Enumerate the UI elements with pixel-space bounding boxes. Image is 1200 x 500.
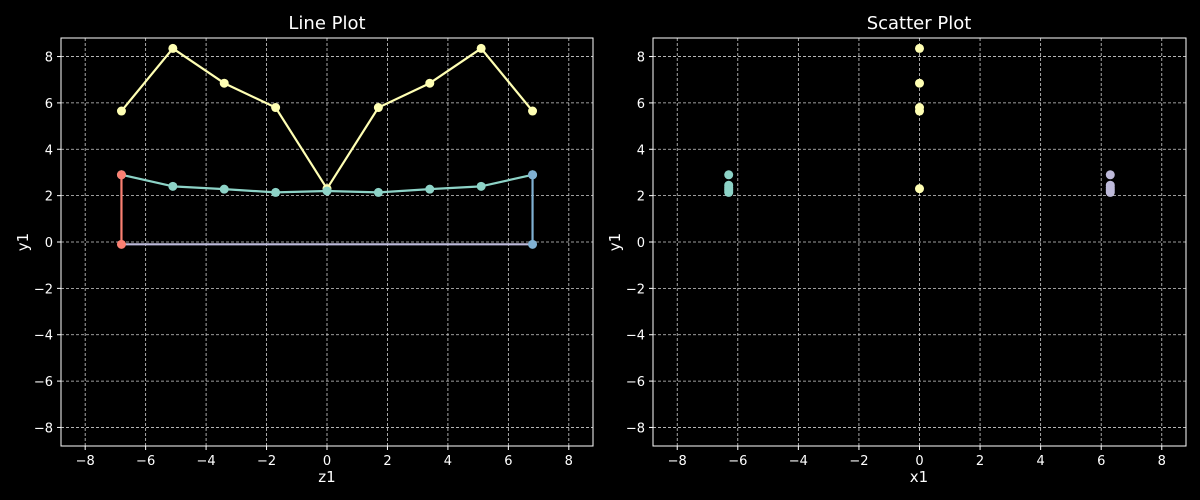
line-plot-x-tick-label: 4 xyxy=(444,454,452,469)
line-plot-y-tick-label: 4 xyxy=(45,143,53,158)
scatter-plot-series-0 xyxy=(724,170,734,197)
line-plot-y-tick-label: −2 xyxy=(34,282,53,297)
line-plot-x-axis-label: z1 xyxy=(318,468,335,486)
line-plot-y-tick-label: −4 xyxy=(34,329,53,344)
scatter-plot-y-axis-label: y1 xyxy=(606,233,624,251)
scatter-plot-grid xyxy=(652,37,1187,447)
scatter-plot-x-tick-label: 2 xyxy=(976,454,984,469)
scatter-plot-y-tick-label: 0 xyxy=(637,236,645,251)
scatter-plot-series-1 xyxy=(915,43,924,194)
scatter-plot-x-tick-label: 4 xyxy=(1036,454,1044,469)
line-plot-title: Line Plot xyxy=(288,13,365,34)
line-plot-point xyxy=(425,184,435,194)
line-plot-y-tick-label: 0 xyxy=(45,236,53,251)
scatter-plot-x-tick-label: 6 xyxy=(1097,454,1105,469)
scatter-plot-point xyxy=(915,184,924,194)
line-plot-x-tick-label: 8 xyxy=(565,454,573,469)
line-plot-x-tick-label: −4 xyxy=(197,454,216,469)
line-plot-point xyxy=(425,78,435,88)
scatter-plot-x-tick-label: 8 xyxy=(1158,454,1166,469)
line-plot-y-tick-label: −8 xyxy=(34,421,53,436)
scatter-plot-y-tick-label: 4 xyxy=(637,143,645,158)
scatter-plot-series-2 xyxy=(1105,170,1115,197)
line-plot-x-tick-label: −6 xyxy=(136,454,155,469)
line-plot-point xyxy=(373,187,383,197)
line-plot-point xyxy=(116,239,126,249)
line-plot-point xyxy=(271,187,281,197)
line-plot-y-tick-label: 6 xyxy=(45,97,53,112)
line-plot-y-tick-label: −6 xyxy=(34,375,53,390)
line-plot-series-3 xyxy=(116,170,126,249)
line-plot-point xyxy=(528,170,538,180)
scatter-plot-x-tick-label: 0 xyxy=(915,454,923,469)
scatter-plot-point xyxy=(915,78,924,88)
scatter-plot-y-tick-label: −2 xyxy=(626,282,645,297)
line-plot-point xyxy=(168,43,178,53)
scatter-plot-title: Scatter Plot xyxy=(867,13,972,34)
scatter-plot-x-axis-label: x1 xyxy=(910,468,928,486)
line-plot-panel: Line Plot z1 y1 −8 −6 −4 −2 0 2 4 6 8 −8 −6 −4 −2 0 2 4… xyxy=(14,13,594,486)
line-plot-point xyxy=(528,239,538,249)
scatter-plot-y-tick-label: 2 xyxy=(637,190,645,205)
line-plot-x-tick-label: −2 xyxy=(257,454,276,469)
scatter-plot-y-tick-label: −8 xyxy=(626,421,645,436)
scatter-plot-point xyxy=(724,187,734,197)
line-plot-point xyxy=(322,186,332,196)
scatter-plot-point xyxy=(724,170,734,180)
scatter-plot-panel: Scatter Plot x1 y1 −8 −6 −4 −2 0 2 4 6 8 −8 −6 −4 −2… xyxy=(606,13,1187,486)
scatter-plot-x-tick-label: −8 xyxy=(668,454,687,469)
line-plot-point xyxy=(116,106,126,116)
line-plot-x-tick-label: 0 xyxy=(323,454,331,469)
scatter-plot-y-tick-label: 8 xyxy=(637,51,645,66)
line-plot-series-4 xyxy=(528,170,538,249)
scatter-plot-point xyxy=(915,43,924,53)
scatter-plot-point xyxy=(1105,170,1115,180)
line-plot-point xyxy=(219,184,229,194)
scatter-plot-point xyxy=(1105,187,1115,197)
line-plot-x-tick-label: 2 xyxy=(383,454,391,469)
line-plot-point xyxy=(528,106,538,116)
line-plot-y-tick-label: 8 xyxy=(45,51,53,66)
scatter-plot-x-tick-label: −2 xyxy=(849,454,868,469)
scatter-plot-y-tick-label: 6 xyxy=(637,97,645,112)
line-plot-y-tick-label: 2 xyxy=(45,190,53,205)
scatter-plot-y-tick-label: −6 xyxy=(626,375,645,390)
line-plot-point xyxy=(476,181,486,191)
scatter-plot-x-tick-label: −6 xyxy=(728,454,747,469)
scatter-plot-x-tick-label: −4 xyxy=(789,454,808,469)
line-plot-point xyxy=(271,103,281,113)
line-plot-point xyxy=(116,170,126,180)
line-plot-y-axis-label: y1 xyxy=(14,233,32,251)
scatter-plot-y-tick-label: −4 xyxy=(626,329,645,344)
line-plot-point xyxy=(373,103,383,113)
line-plot-point xyxy=(476,43,486,53)
line-plot-point xyxy=(219,78,229,88)
line-plot-x-tick-label: −8 xyxy=(76,454,95,469)
line-plot-point xyxy=(168,181,178,191)
scatter-plot-point xyxy=(915,106,924,116)
line-plot-x-tick-label: 6 xyxy=(504,454,512,469)
